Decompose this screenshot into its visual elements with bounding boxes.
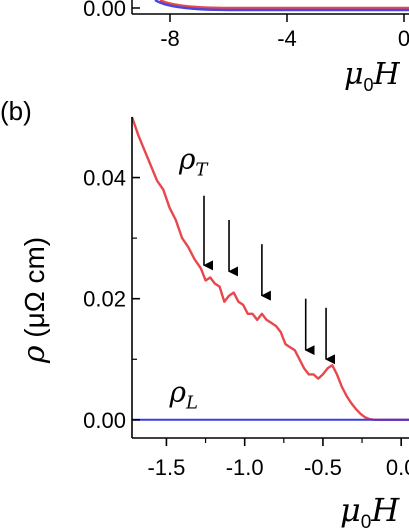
series-label-rho-l: ρL: [169, 376, 198, 414]
series-line-rho-t: [130, 116, 409, 421]
x-tick-label: -1.5: [147, 455, 185, 480]
top-panel-x-tick-label: -4: [277, 26, 297, 51]
y-tick-label: 0.02: [83, 287, 126, 312]
x-axis-label: μ0H: [340, 491, 400, 529]
axes: [131, 117, 409, 439]
y-axis-label: ρ (μΩ cm): [17, 237, 52, 364]
top-panel-curve-red: [159, 0, 409, 10]
ticks: 0.00 0.02 0.04 -1.5 -1.0 -0.5 0.0: [83, 166, 409, 480]
top-panel-x-tick-label: -8: [160, 26, 180, 51]
top-panel-x-tick-label: 0: [398, 26, 409, 51]
x-tick-label: -0.5: [304, 455, 342, 480]
annotation-arrows: [202, 195, 336, 365]
panel-b-plot: 0.00 0.02 0.04 -1.5 -1.0 -0.5 0.0 ρT ρL ρ (μΩ …: [17, 116, 409, 529]
top-panel-y-tick-label: 0.00: [83, 0, 126, 21]
y-tick-label: 0.04: [83, 166, 126, 191]
top-panel-curve-blue: [154, 0, 409, 12]
x-tick-label: -1.0: [226, 455, 264, 480]
top-panel: 0.00 -8 -4 0 μ0H: [83, 0, 409, 95]
top-panel-x-axis-label: μ0H: [344, 57, 401, 95]
x-tick-label: 0.0: [386, 455, 409, 480]
y-tick-label: 0.00: [83, 408, 126, 433]
series-label-rho-t: ρT: [178, 142, 209, 180]
series-layer: [130, 116, 409, 421]
panel-label: (b): [0, 96, 32, 126]
